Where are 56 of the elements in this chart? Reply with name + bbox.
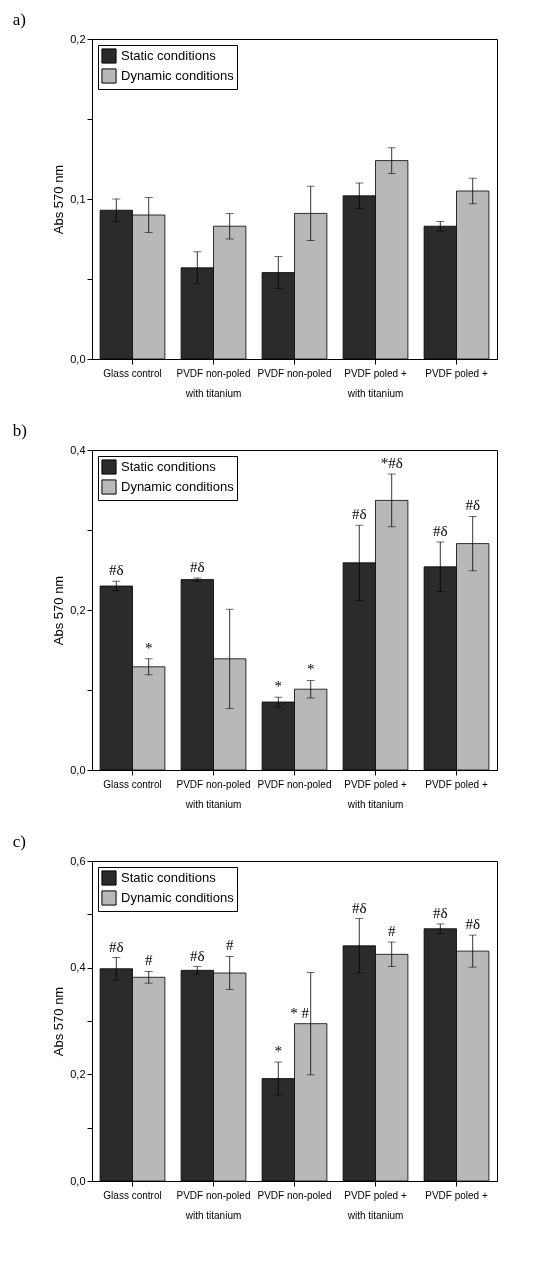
data-label: #δ: [352, 899, 367, 916]
data-label: #δ: [433, 904, 448, 921]
chart-title: b): [12, 421, 27, 440]
chart-title: a): [12, 10, 26, 29]
data-label: *: [144, 639, 153, 656]
x-tick-label: PVDF poled +: [425, 367, 488, 379]
data-label: #δ: [190, 947, 205, 964]
x-tick-label: PVDF poled +: [425, 1189, 488, 1201]
y-tick-label: 0,2: [70, 603, 86, 616]
x-tick-label: PVDF poled + with titanium: [344, 1189, 407, 1221]
legend-label: Dynamic conditions: [121, 890, 235, 905]
y-axis-title: Abs 570 nm: [51, 986, 67, 1057]
data-label: #δ: [352, 506, 367, 523]
data-label: #δ: [433, 523, 448, 539]
chart-title: c): [12, 832, 26, 851]
data-label: * #: [290, 1004, 310, 1021]
legend-label: Dynamic conditions: [121, 479, 235, 494]
y-tick-label: 0,4: [70, 443, 86, 456]
data-label: #δ: [465, 916, 480, 933]
x-tick-label: PVDF poled + with titanium: [344, 778, 407, 810]
data-label: #δ: [109, 562, 124, 579]
y-axis-title: Abs 570 nm: [51, 575, 67, 646]
x-tick-label: PVDF non-poled: [257, 778, 332, 790]
x-tick-label: Glass control: [103, 778, 162, 790]
y-tick-label: 0,6: [70, 854, 86, 867]
legend-label: Static conditions: [121, 870, 217, 885]
data-label: #: [225, 937, 234, 954]
data-label: *: [306, 661, 315, 678]
y-tick-label: 0,2: [70, 32, 86, 45]
x-tick-label: Glass control: [103, 1189, 162, 1201]
legend-label: Static conditions: [121, 459, 217, 474]
x-tick-label: Glass control: [103, 367, 162, 379]
data-label: #: [144, 952, 153, 969]
legend-label: Dynamic conditions: [121, 68, 235, 83]
x-tick-label: PVDF non-poled with titanium: [176, 1189, 251, 1221]
data-label: #δ: [465, 497, 480, 514]
x-tick-label: PVDF non-poled with titanium: [176, 367, 251, 399]
x-tick-label: PVDF non-poled: [257, 367, 332, 379]
x-tick-label: PVDF non-poled: [257, 1189, 332, 1201]
y-tick-label: 0,4: [70, 961, 86, 974]
x-tick-label: PVDF non-poled with titanium: [176, 778, 251, 810]
legend-label: Static conditions: [121, 48, 217, 63]
y-tick-label: 0,0: [70, 763, 86, 776]
y-tick-label: 0,2: [70, 1067, 86, 1080]
data-label: *: [274, 1043, 283, 1060]
y-tick-label: 0,0: [70, 1174, 86, 1187]
data-label: #δ: [109, 938, 124, 955]
y-tick-label: 0,0: [70, 352, 86, 365]
x-tick-label: PVDF poled + with titanium: [344, 367, 407, 399]
y-tick-label: 0,1: [70, 192, 86, 205]
data-label: #δ: [190, 559, 205, 575]
data-label: #: [387, 923, 396, 940]
data-label: *#δ: [380, 455, 403, 471]
y-axis-title: Abs 570 nm: [51, 164, 67, 235]
data-label: *: [274, 678, 283, 695]
x-tick-label: PVDF poled +: [425, 778, 488, 790]
